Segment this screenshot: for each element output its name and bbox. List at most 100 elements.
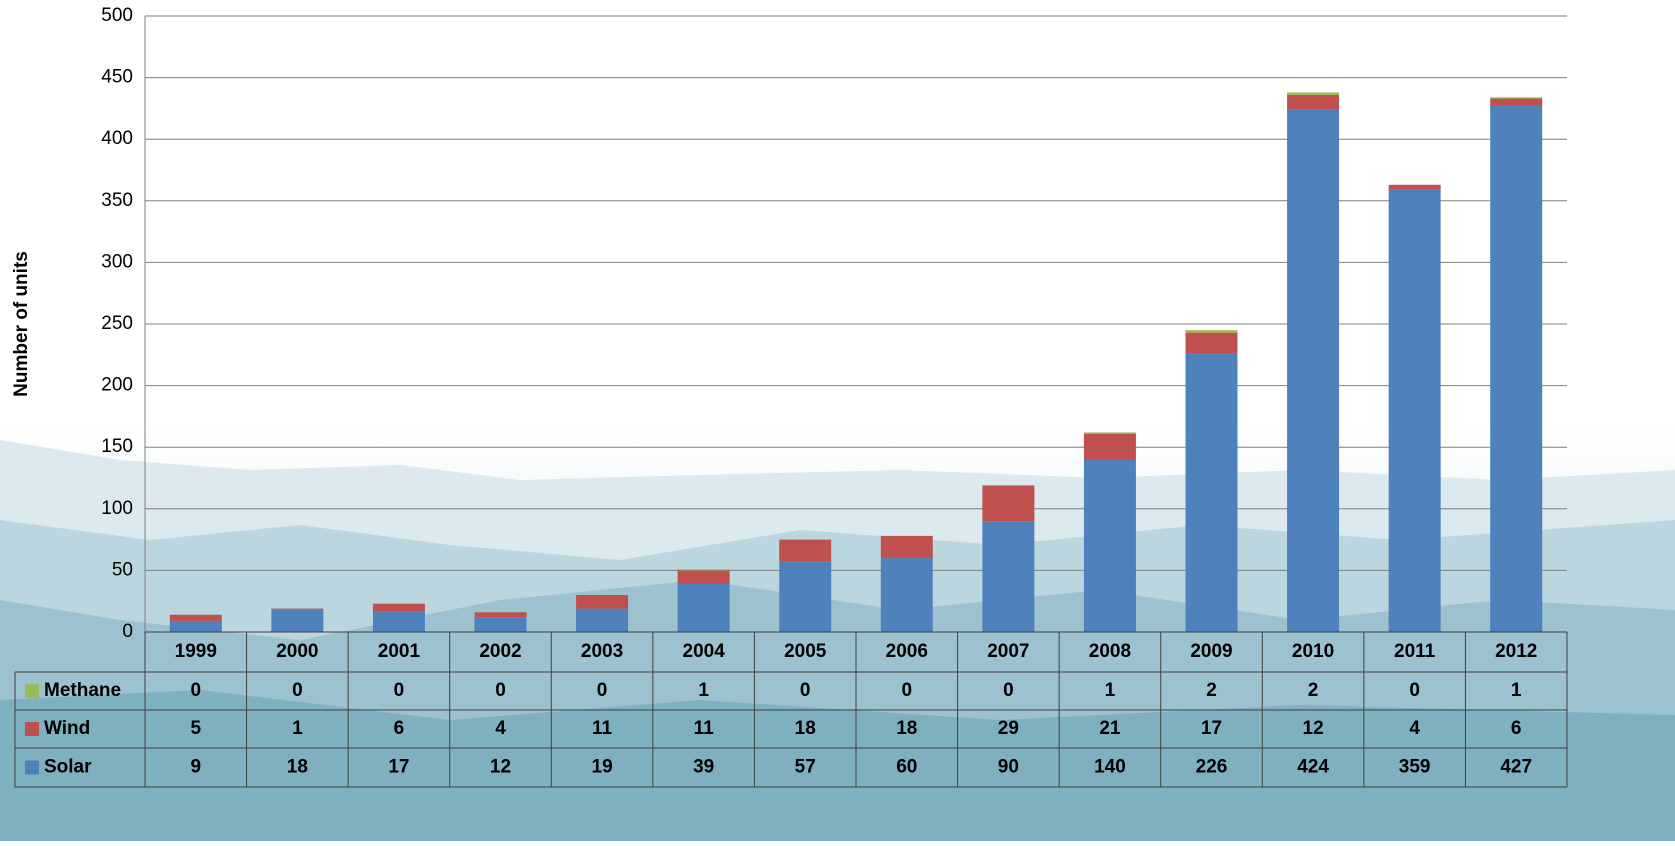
bar <box>576 609 628 632</box>
table-value: 0 <box>190 680 201 701</box>
bar <box>678 584 730 632</box>
bar <box>779 540 831 562</box>
table-value: 12 <box>1303 718 1324 739</box>
bar <box>1490 106 1542 632</box>
table-value: 2 <box>1206 680 1217 701</box>
y-tick-label: 500 <box>101 5 133 26</box>
table-value: 427 <box>1500 757 1532 778</box>
table-value: 90 <box>998 757 1019 778</box>
x-tick-label: 2001 <box>378 641 421 662</box>
bar <box>982 485 1034 521</box>
bar <box>881 536 933 558</box>
bar <box>1389 190 1441 632</box>
y-tick-label: 350 <box>101 190 133 211</box>
table-value: 17 <box>1201 718 1222 739</box>
table-value: 140 <box>1094 757 1126 778</box>
bar <box>170 615 222 621</box>
chart: Number of units 050100150200250300350400… <box>0 0 1675 841</box>
x-tick-label: 2010 <box>1292 641 1334 662</box>
table-value: 359 <box>1399 757 1431 778</box>
bar <box>1084 432 1136 433</box>
x-tick-label: 2009 <box>1190 641 1232 662</box>
table-value: 4 <box>495 718 506 739</box>
table-value: 5 <box>190 718 201 739</box>
table-value: 0 <box>292 680 303 701</box>
y-tick-label: 150 <box>101 436 133 457</box>
bar <box>1186 330 1238 332</box>
table-value: 11 <box>592 718 613 739</box>
table-value: 6 <box>394 718 405 739</box>
table-value: 0 <box>1409 680 1420 701</box>
legend-label: Solar <box>44 757 92 778</box>
bar <box>373 604 425 611</box>
x-tick-label: 2002 <box>479 641 521 662</box>
bar <box>982 521 1034 632</box>
legend-swatch <box>25 684 39 698</box>
table-value: 18 <box>896 718 917 739</box>
table-value: 0 <box>1003 680 1014 701</box>
bar <box>475 612 527 617</box>
y-tick-label: 400 <box>101 128 133 149</box>
table-value: 12 <box>490 757 511 778</box>
bar <box>475 617 527 632</box>
table-value: 29 <box>998 718 1019 739</box>
legend-label: Methane <box>44 680 121 701</box>
bar <box>1287 95 1339 110</box>
bar <box>881 558 933 632</box>
bar <box>1490 99 1542 106</box>
legend-swatch <box>25 722 39 736</box>
bar <box>1084 460 1136 632</box>
bar <box>678 569 730 570</box>
table-value: 0 <box>597 680 608 701</box>
table-value: 21 <box>1099 718 1121 739</box>
table-value: 39 <box>693 757 714 778</box>
table-value: 18 <box>795 718 816 739</box>
x-tick-label: 2005 <box>784 641 827 662</box>
x-tick-label: 2012 <box>1495 641 1537 662</box>
table-value: 19 <box>592 757 613 778</box>
y-tick-label: 300 <box>101 251 133 272</box>
x-tick-label: 1999 <box>175 641 217 662</box>
table-value: 18 <box>287 757 308 778</box>
y-tick-label: 200 <box>101 375 133 396</box>
table-value: 1 <box>1105 680 1116 701</box>
x-tick-label: 2006 <box>886 641 928 662</box>
table-value: 57 <box>795 757 816 778</box>
bar <box>1287 110 1339 632</box>
x-tick-label: 2011 <box>1394 641 1436 662</box>
y-axis-label: Number of units <box>11 251 32 397</box>
table-value: 1 <box>1511 680 1522 701</box>
y-tick-label: 50 <box>112 559 133 580</box>
table-value: 9 <box>190 757 201 778</box>
table-value: 1 <box>292 718 303 739</box>
bar <box>271 609 323 610</box>
x-tick-label: 2008 <box>1089 641 1131 662</box>
bar <box>678 570 730 584</box>
table-value: 0 <box>394 680 405 701</box>
x-tick-label: 2003 <box>581 641 623 662</box>
bar <box>1186 333 1238 354</box>
bar <box>373 611 425 632</box>
bar <box>779 562 831 632</box>
table-value: 60 <box>896 757 917 778</box>
legend-swatch <box>25 761 39 775</box>
table-value: 226 <box>1196 757 1228 778</box>
table-value: 1 <box>698 680 709 701</box>
y-tick-label: 0 <box>122 621 133 642</box>
table-value: 6 <box>1511 718 1522 739</box>
table-value: 424 <box>1297 757 1329 778</box>
x-tick-label: 2004 <box>683 641 726 662</box>
legend-label: Wind <box>44 718 90 739</box>
y-tick-label: 250 <box>101 313 133 334</box>
bar <box>271 610 323 632</box>
x-tick-label: 2007 <box>987 641 1029 662</box>
table-value: 11 <box>694 718 715 739</box>
table-value: 17 <box>388 757 409 778</box>
bar <box>1389 185 1441 190</box>
bar <box>1490 97 1542 98</box>
x-tick-label: 2000 <box>276 641 318 662</box>
bar <box>1287 92 1339 94</box>
y-tick-label: 450 <box>101 67 133 88</box>
table-value: 0 <box>495 680 506 701</box>
y-tick-label: 100 <box>101 498 133 519</box>
